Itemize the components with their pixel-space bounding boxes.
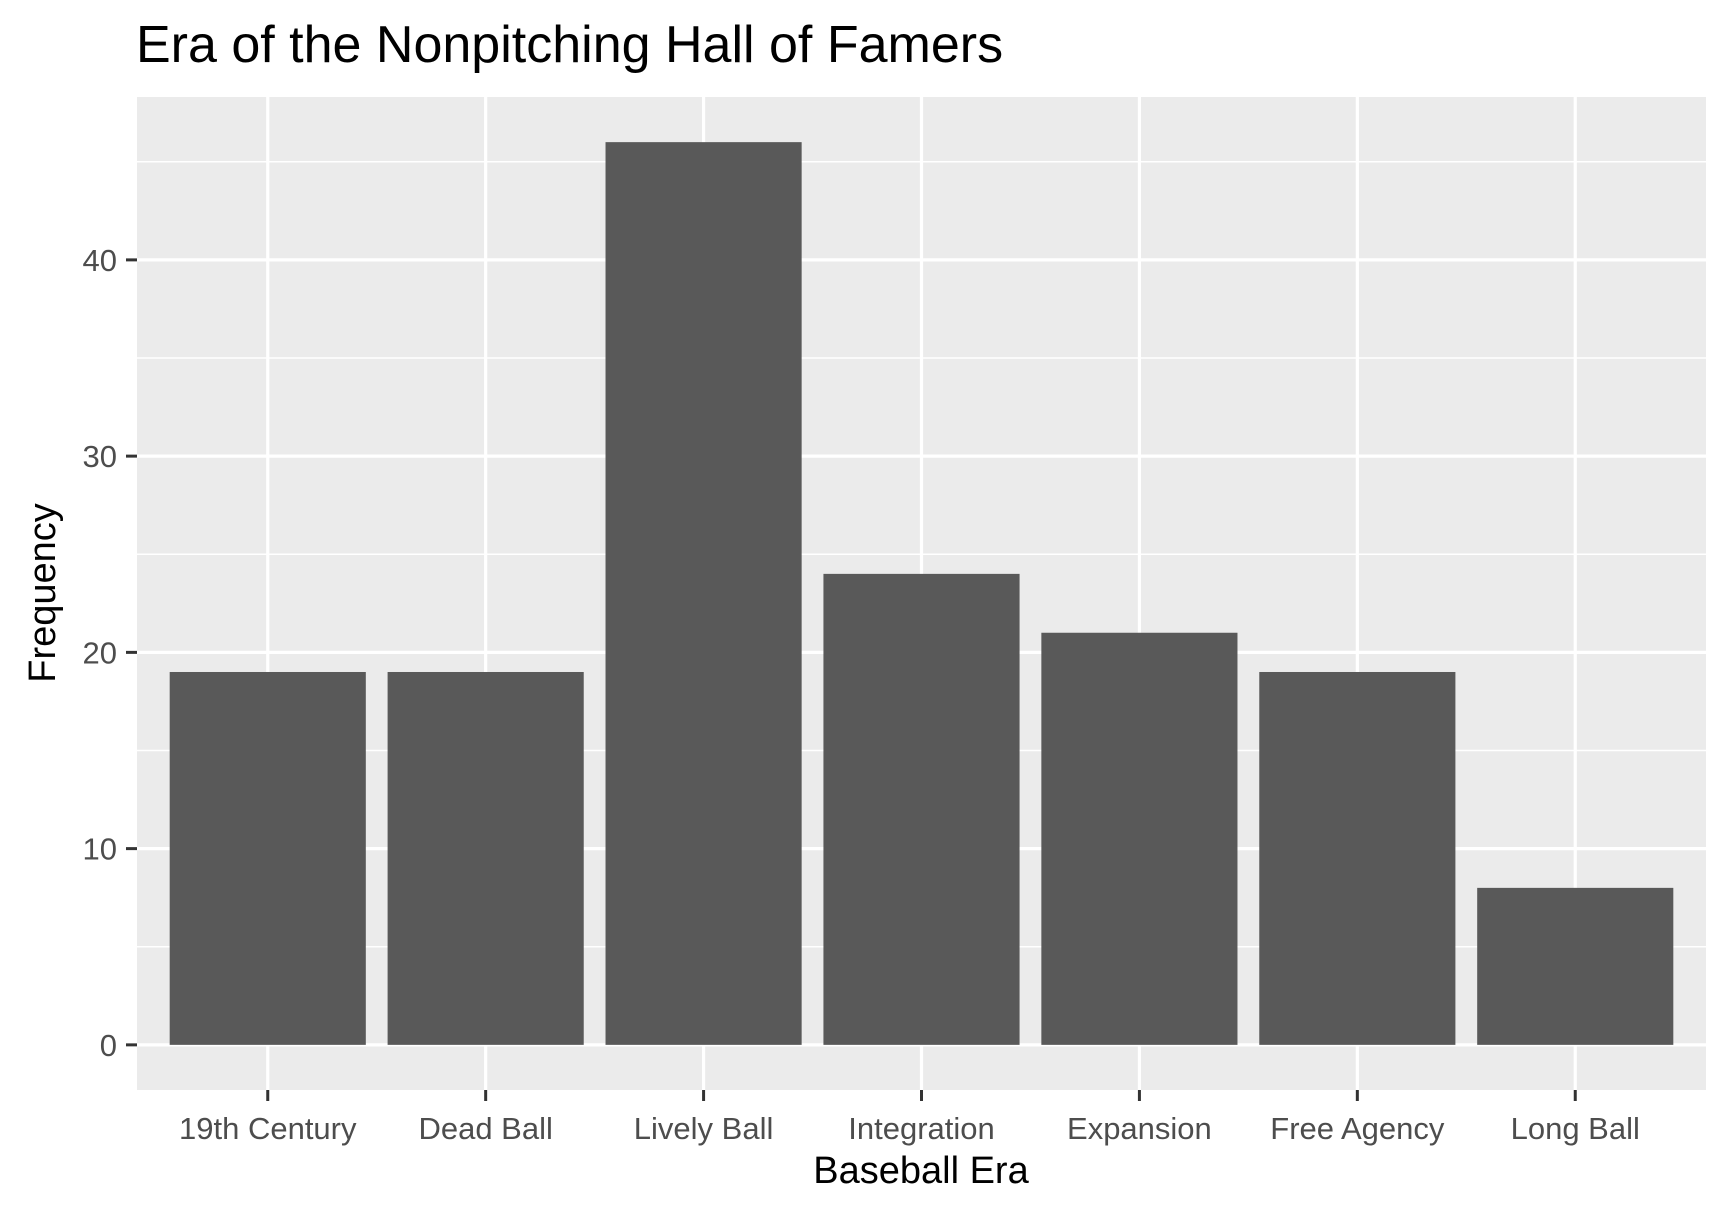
y-axis-title: Frequency: [22, 503, 64, 683]
y-tick-label: 20: [83, 635, 117, 670]
x-tick-label: Lively Ball: [634, 1111, 774, 1146]
y-tick-label: 10: [83, 832, 117, 867]
x-tick-label: Long Ball: [1511, 1111, 1640, 1146]
y-tick-label: 40: [83, 243, 117, 278]
y-tick-label: 30: [83, 439, 117, 474]
bar-19th-century: [169, 671, 366, 1045]
x-tick-label: Free Agency: [1270, 1111, 1445, 1146]
x-tick-label: 19th Century: [179, 1111, 357, 1146]
y-axis: 0 10 20 30 40: [83, 243, 137, 1063]
bar-long-ball: [1477, 887, 1674, 1045]
x-axis: 19th Century Dead Ball Lively Ball Integrat…: [179, 1090, 1640, 1146]
chart-title: Era of the Nonpitching Hall of Famers: [136, 16, 1003, 74]
bar-dead-ball: [387, 671, 584, 1045]
bar-integration: [823, 573, 1020, 1045]
x-tick-label: Integration: [848, 1111, 995, 1146]
x-tick-label: Expansion: [1067, 1111, 1212, 1146]
y-tick-label: 0: [100, 1028, 117, 1063]
bar-lively-ball: [605, 142, 802, 1045]
bar-expansion: [1041, 632, 1238, 1045]
bar-free-agency: [1259, 671, 1456, 1045]
bars-layer: [169, 142, 1674, 1045]
x-tick-label: Dead Ball: [418, 1111, 552, 1146]
x-axis-title: Baseball Era: [813, 1150, 1029, 1192]
